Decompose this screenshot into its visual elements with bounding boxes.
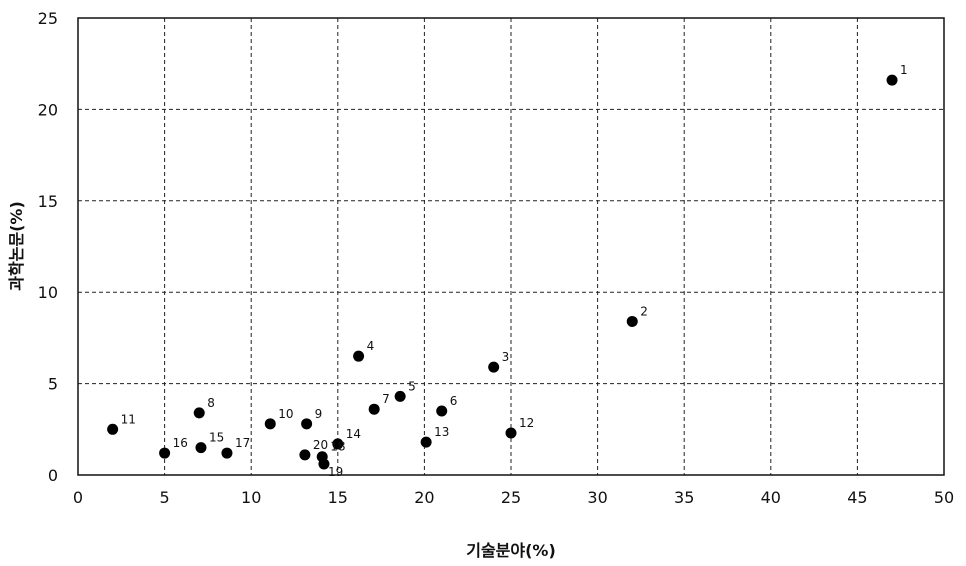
data-point-1 — [886, 74, 898, 86]
x-tick-label: 15 — [328, 488, 348, 507]
y-tick-labels: 0 5 10 15 20 25 — [38, 9, 58, 485]
point-label-2: 2 — [640, 304, 648, 318]
point-label-18: 18 — [330, 440, 345, 454]
data-point-13 — [420, 436, 432, 448]
data-point-14 — [332, 438, 344, 450]
x-tick-label: 50 — [934, 488, 954, 507]
data-point-12 — [505, 427, 517, 439]
y-tick-label: 5 — [48, 375, 58, 394]
data-point-17 — [221, 447, 233, 459]
x-tick-label: 0 — [73, 488, 83, 507]
point-label-11: 11 — [121, 412, 136, 426]
x-tick-label: 30 — [587, 488, 607, 507]
y-tick-label: 0 — [48, 466, 58, 485]
data-point-20 — [299, 449, 311, 461]
point-label-10: 10 — [278, 407, 293, 421]
point-label-20: 20 — [313, 438, 328, 452]
data-point-16 — [159, 447, 171, 459]
point-label-3: 3 — [502, 350, 510, 364]
y-tick-label: 25 — [38, 9, 58, 28]
point-label-13: 13 — [434, 425, 449, 439]
data-point-10 — [264, 418, 276, 430]
data-point-15 — [195, 442, 207, 454]
data-point-2 — [626, 315, 638, 327]
point-label-17: 17 — [235, 436, 250, 450]
data-point-8 — [193, 407, 205, 419]
point-label-8: 8 — [207, 396, 215, 410]
data-point-7 — [368, 403, 380, 415]
plot-frame — [77, 17, 945, 476]
y-tick-label: 20 — [38, 100, 58, 119]
point-label-6: 6 — [450, 394, 458, 408]
x-tick-label: 45 — [847, 488, 867, 507]
y-tick-label: 15 — [38, 192, 58, 211]
x-tick-label: 35 — [674, 488, 694, 507]
data-point-11 — [107, 423, 119, 435]
data-point-4 — [353, 350, 365, 362]
grid-lines — [78, 18, 944, 475]
y-tick-label: 10 — [38, 283, 58, 302]
point-label-1: 1 — [900, 63, 908, 77]
point-label-16: 16 — [173, 436, 188, 450]
x-tick-label: 10 — [241, 488, 261, 507]
x-tick-label: 40 — [761, 488, 781, 507]
x-tick-label: 25 — [501, 488, 521, 507]
x-tick-label: 20 — [414, 488, 434, 507]
point-label-12: 12 — [519, 416, 534, 430]
point-label-15: 15 — [209, 431, 224, 445]
data-point-9 — [301, 418, 313, 430]
y-axis-label: 과학논문(%) — [7, 201, 26, 291]
data-point-5 — [394, 390, 406, 402]
point-label-9: 9 — [315, 407, 323, 421]
point-label-7: 7 — [382, 392, 390, 406]
x-tick-label: 5 — [160, 488, 170, 507]
point-label-5: 5 — [408, 379, 416, 393]
point-label-14: 14 — [346, 427, 361, 441]
x-tick-labels: 0 5 10 15 20 25 30 35 40 45 50 — [73, 488, 954, 507]
data-point-3 — [488, 361, 500, 373]
data-point-6 — [436, 405, 448, 417]
x-axis-label: 기술분야(%) — [466, 541, 556, 560]
point-label-4: 4 — [367, 339, 375, 353]
data-point-19 — [318, 458, 330, 470]
point-label-19: 19 — [328, 465, 343, 479]
